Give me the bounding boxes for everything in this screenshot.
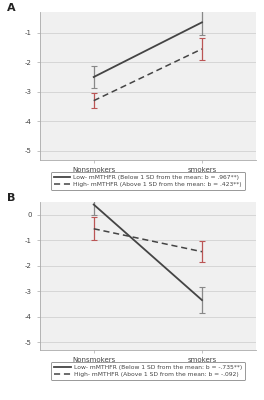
Text: A: A [7, 3, 16, 13]
X-axis label: Cigarette use: Cigarette use [122, 176, 174, 184]
Legend: Low- mMTHFR (Below 1 SD from the mean: b = -.735**), High- mMTHFR (Above 1 SD fr: Low- mMTHFR (Below 1 SD from the mean: b… [51, 362, 245, 380]
Legend: Low- mMTHFR (Below 1 SD from the mean: b = .967**), High- mMTHFR (Above 1 SD fro: Low- mMTHFR (Below 1 SD from the mean: b… [51, 172, 245, 190]
X-axis label: Cigarette use: Cigarette use [122, 366, 174, 374]
Text: B: B [7, 193, 16, 203]
